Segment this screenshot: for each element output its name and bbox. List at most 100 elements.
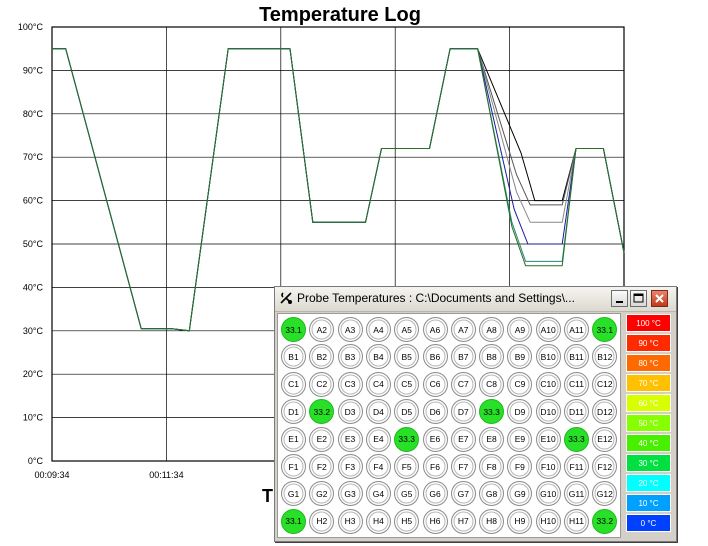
well-c12[interactable]: C12 (592, 371, 618, 397)
well-g2[interactable]: G2 (309, 481, 335, 507)
well-h12[interactable]: 33.2 (592, 508, 618, 534)
well-e7[interactable]: E7 (450, 426, 476, 452)
well-h6[interactable]: H6 (422, 508, 448, 534)
minimize-button[interactable] (611, 290, 628, 307)
well-b8[interactable]: B8 (479, 344, 505, 370)
well-d3[interactable]: D3 (337, 399, 363, 425)
well-c1[interactable]: C1 (281, 371, 306, 397)
well-e11[interactable]: 33.3 (564, 426, 589, 452)
well-c9[interactable]: C9 (507, 371, 533, 397)
well-c6[interactable]: C6 (422, 371, 448, 397)
well-d6[interactable]: D6 (422, 399, 448, 425)
well-d1[interactable]: D1 (281, 399, 306, 425)
well-c5[interactable]: C5 (394, 371, 420, 397)
well-d2[interactable]: 33.2 (309, 399, 335, 425)
well-c7[interactable]: C7 (450, 371, 476, 397)
well-e1[interactable]: E1 (281, 426, 306, 452)
well-g11[interactable]: G11 (564, 481, 589, 507)
well-h5[interactable]: H5 (394, 508, 420, 534)
well-a9[interactable]: A9 (507, 317, 533, 342)
well-b1[interactable]: B1 (281, 344, 306, 370)
well-a4[interactable]: A4 (365, 317, 391, 342)
well-f1[interactable]: F1 (281, 454, 306, 479)
well-g4[interactable]: G4 (365, 481, 391, 507)
well-e3[interactable]: E3 (337, 426, 363, 452)
well-a11[interactable]: A11 (564, 317, 589, 342)
well-b2[interactable]: B2 (309, 344, 335, 370)
well-e10[interactable]: E10 (535, 426, 561, 452)
well-h3[interactable]: H3 (337, 508, 363, 534)
well-f7[interactable]: F7 (450, 454, 476, 479)
well-g6[interactable]: G6 (422, 481, 448, 507)
well-d10[interactable]: D10 (535, 399, 561, 425)
well-d9[interactable]: D9 (507, 399, 533, 425)
well-e4[interactable]: E4 (365, 426, 391, 452)
well-a5[interactable]: A5 (394, 317, 420, 342)
well-c4[interactable]: C4 (365, 371, 391, 397)
well-e6[interactable]: E6 (422, 426, 448, 452)
well-g12[interactable]: G12 (592, 481, 618, 507)
well-h2[interactable]: H2 (309, 508, 335, 534)
well-b9[interactable]: B9 (507, 344, 533, 370)
well-h1[interactable]: 33.1 (281, 508, 306, 534)
well-b7[interactable]: B7 (450, 344, 476, 370)
well-a2[interactable]: A2 (309, 317, 335, 342)
window-titlebar[interactable]: Probe Temperatures : C:\Documents and Se… (275, 287, 676, 312)
well-f9[interactable]: F9 (507, 454, 533, 479)
maximize-button[interactable] (630, 290, 647, 307)
well-g3[interactable]: G3 (337, 481, 363, 507)
well-a3[interactable]: A3 (337, 317, 363, 342)
well-h9[interactable]: H9 (507, 508, 533, 534)
well-a10[interactable]: A10 (535, 317, 561, 342)
well-f6[interactable]: F6 (422, 454, 448, 479)
well-g1[interactable]: G1 (281, 481, 306, 507)
well-c8[interactable]: C8 (479, 371, 505, 397)
well-b6[interactable]: B6 (422, 344, 448, 370)
well-c11[interactable]: C11 (564, 371, 589, 397)
well-b12[interactable]: B12 (592, 344, 618, 370)
well-f5[interactable]: F5 (394, 454, 420, 479)
well-f2[interactable]: F2 (309, 454, 335, 479)
well-d12[interactable]: D12 (592, 399, 618, 425)
well-d4[interactable]: D4 (365, 399, 391, 425)
well-d11[interactable]: D11 (564, 399, 589, 425)
well-h11[interactable]: H11 (564, 508, 589, 534)
well-e12[interactable]: E12 (592, 426, 618, 452)
well-f3[interactable]: F3 (337, 454, 363, 479)
well-e2[interactable]: E2 (309, 426, 335, 452)
well-c2[interactable]: C2 (309, 371, 335, 397)
well-e8[interactable]: E8 (479, 426, 505, 452)
well-d8[interactable]: 33.3 (479, 399, 505, 425)
well-g5[interactable]: G5 (394, 481, 420, 507)
well-c10[interactable]: C10 (535, 371, 561, 397)
well-g10[interactable]: G10 (535, 481, 561, 507)
well-f4[interactable]: F4 (365, 454, 391, 479)
probe-temperatures-window[interactable]: Probe Temperatures : C:\Documents and Se… (274, 286, 677, 542)
well-b10[interactable]: B10 (535, 344, 561, 370)
probe-icon[interactable] (278, 290, 294, 306)
well-g9[interactable]: G9 (507, 481, 533, 507)
well-h8[interactable]: H8 (479, 508, 505, 534)
well-g7[interactable]: G7 (450, 481, 476, 507)
well-b4[interactable]: B4 (365, 344, 391, 370)
well-a12[interactable]: 33.1 (592, 317, 618, 342)
well-a1[interactable]: 33.1 (281, 317, 306, 342)
well-b11[interactable]: B11 (564, 344, 589, 370)
well-b3[interactable]: B3 (337, 344, 363, 370)
well-e5[interactable]: 33.3 (394, 426, 420, 452)
well-d7[interactable]: D7 (450, 399, 476, 425)
well-f11[interactable]: F11 (564, 454, 589, 479)
well-b5[interactable]: B5 (394, 344, 420, 370)
well-f12[interactable]: F12 (592, 454, 618, 479)
well-a6[interactable]: A6 (422, 317, 448, 342)
well-d5[interactable]: D5 (394, 399, 420, 425)
well-e9[interactable]: E9 (507, 426, 533, 452)
well-h10[interactable]: H10 (535, 508, 561, 534)
well-f10[interactable]: F10 (535, 454, 561, 479)
well-a7[interactable]: A7 (450, 317, 476, 342)
well-f8[interactable]: F8 (479, 454, 505, 479)
well-h4[interactable]: H4 (365, 508, 391, 534)
well-c3[interactable]: C3 (337, 371, 363, 397)
close-button[interactable] (651, 290, 668, 307)
well-g8[interactable]: G8 (479, 481, 505, 507)
